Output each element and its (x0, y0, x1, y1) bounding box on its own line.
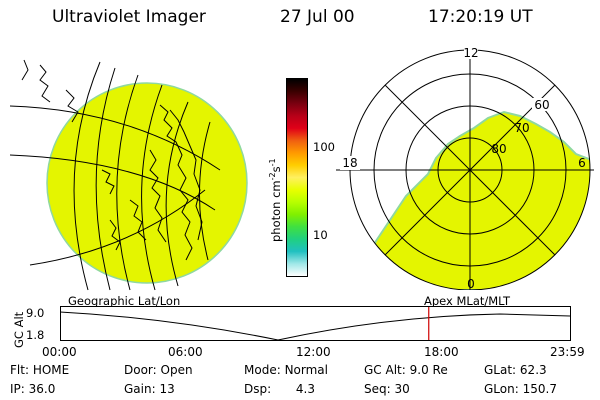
altitude-curve (60, 311, 571, 341)
status-seq: Seq: 30 (364, 382, 410, 396)
status-glat: GLat: 62.3 (484, 363, 547, 377)
timeline-right-title: Apex MLat/MLT (424, 294, 511, 308)
mlt-label-12: 12 (463, 46, 478, 60)
status-flight: Flt: HOME (10, 363, 70, 377)
timeline-y-bottom: 1.8 (26, 328, 45, 342)
lat-label-60: 60 (534, 98, 549, 112)
timeline-axis-label: GC Alt (12, 311, 26, 348)
geo-grid-lat-1 (10, 105, 221, 171)
geo-grid-lon-1 (73, 61, 101, 291)
mlt-label-6: 6 (578, 156, 586, 170)
status-door: Door: Open (124, 363, 193, 377)
geo-emission-disk (46, 82, 248, 284)
coastlines (21, 59, 203, 261)
geo-grid-lat-2 (10, 154, 216, 211)
timeline-tick-1800: 18:00 (424, 345, 459, 359)
status-mode: Mode: Normal (244, 363, 328, 377)
geo-grid-lon-3 (116, 74, 139, 291)
polar-mlat-mlt-image: 12 18 6 0 60 70 80 (336, 46, 594, 290)
geo-grid-lon-4 (141, 84, 163, 291)
status-glon: GLon: 150.7 (484, 382, 557, 396)
colorbar-unit-label: photon cm-2s-1 (268, 158, 283, 242)
geographic-image (10, 59, 248, 291)
timeline-tick-2359: 23:59 (550, 345, 585, 359)
timeline-left-title: Geographic Lat/Lon (68, 294, 181, 308)
geo-grid-lon-2 (95, 67, 116, 291)
status-gain: Gain: 13 (124, 382, 175, 396)
colorbar-tick-10: 10 (313, 228, 328, 242)
timeline-tick-1200: 12:00 (296, 345, 331, 359)
mlt-label-18: 18 (342, 156, 357, 170)
timeline-tick-0600: 06:00 (168, 345, 203, 359)
header-time: 17:20:19 UT (428, 7, 533, 27)
timeline-y-top: 9.0 (26, 306, 45, 320)
altitude-timeline (60, 306, 571, 341)
header-date: 27 Jul 00 (280, 7, 355, 27)
lat-label-80: 80 (491, 142, 506, 156)
colorbar (286, 78, 308, 277)
status-gc-alt: GC Alt: 9.0 Re (364, 363, 448, 377)
timeline-tick-0000: 00:00 (42, 345, 77, 359)
app-title: Ultraviolet Imager (52, 7, 206, 27)
colorbar-tick-100: 100 (313, 140, 335, 154)
lat-label-70: 70 (514, 121, 529, 135)
mlt-label-0: 0 (467, 277, 475, 290)
status-ip: IP: 36.0 (10, 382, 56, 396)
status-dsp: Dsp: 4.3 (244, 382, 315, 396)
